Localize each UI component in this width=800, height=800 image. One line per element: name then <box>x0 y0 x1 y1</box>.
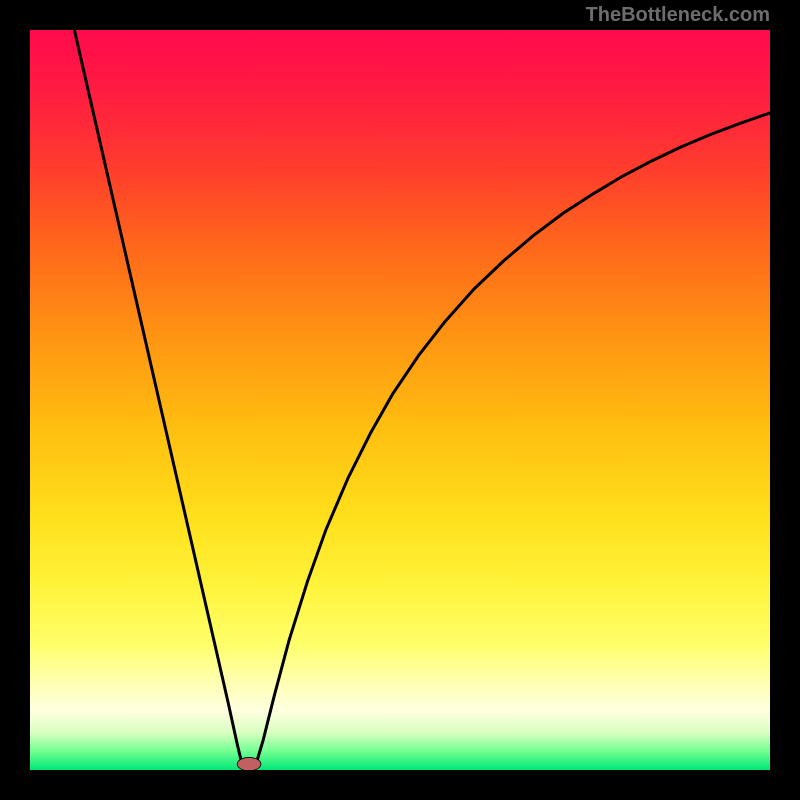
gradient-background <box>30 30 770 770</box>
watermark-label: TheBottleneck.com <box>586 4 770 27</box>
plot-area <box>30 30 770 770</box>
chart-frame: TheBottleneck.com <box>0 0 800 800</box>
minimum-marker <box>237 757 261 770</box>
plot-svg <box>30 30 770 770</box>
